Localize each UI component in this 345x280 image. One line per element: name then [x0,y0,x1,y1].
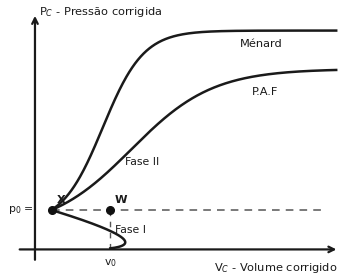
Text: Fase II: Fase II [125,157,160,167]
Text: Ménard: Ménard [240,39,283,49]
Text: v$_0$: v$_0$ [104,257,117,269]
Text: P$_C$ - Pressão corrigida: P$_C$ - Pressão corrigida [39,4,163,18]
Text: X: X [57,195,66,205]
Text: Fase I: Fase I [115,225,146,235]
Text: W: W [115,195,127,205]
Text: p$_0$ =: p$_0$ = [8,204,33,216]
Text: V$_C$ - Volume corrigido: V$_C$ - Volume corrigido [214,262,338,276]
Text: P.A.F: P.A.F [252,87,278,97]
